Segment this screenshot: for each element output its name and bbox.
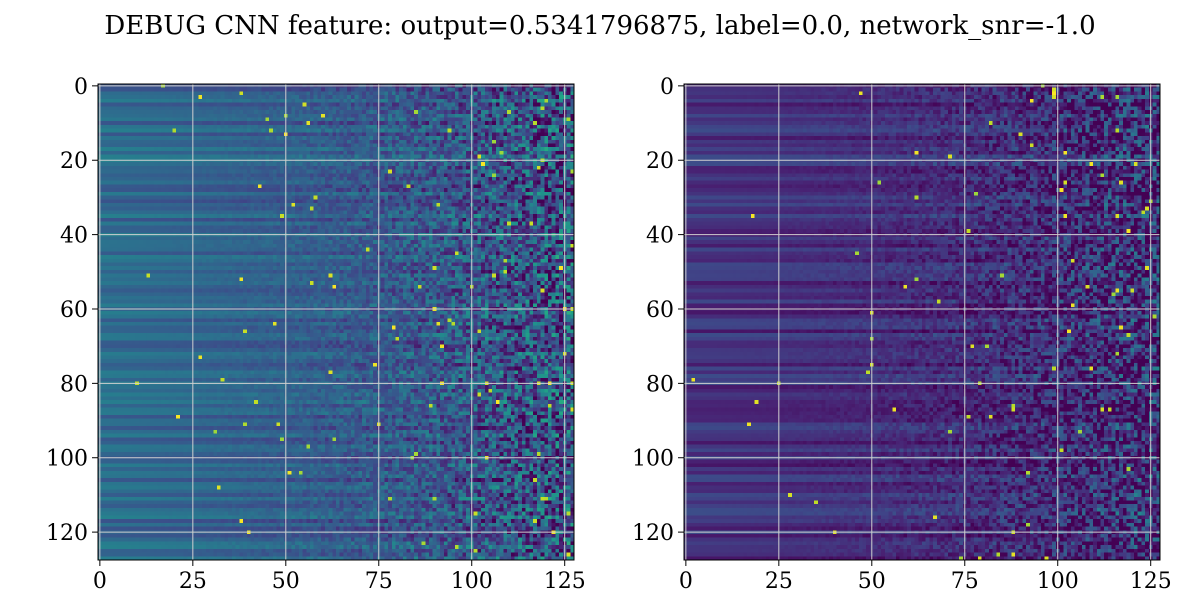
x-tick-label: 125 <box>544 569 586 594</box>
y-tick-label: 120 <box>46 521 88 546</box>
y-tick-label: 40 <box>60 224 88 249</box>
y-tick-label: 60 <box>646 298 674 323</box>
y-tick-label: 100 <box>632 447 674 472</box>
x-tick-label: 75 <box>951 569 979 594</box>
y-tick-label: 120 <box>632 521 674 546</box>
y-tick-label: 100 <box>46 447 88 472</box>
y-tick-label: 80 <box>646 372 674 397</box>
x-tick-label: 0 <box>93 569 107 594</box>
x-tick-label: 100 <box>1037 569 1079 594</box>
y-tick-label: 0 <box>74 75 88 100</box>
heatmap-panel-left: 0 25 50 75 100 125 0 20 40 60 80 100 120 <box>46 75 586 594</box>
x-tick-label: 75 <box>365 569 393 594</box>
x-tick-label: 50 <box>858 569 886 594</box>
axes-frame <box>683 83 1161 561</box>
heatmap-image <box>684 84 1160 560</box>
heatmap-image <box>98 84 574 560</box>
y-tick-label: 20 <box>60 149 88 174</box>
y-tick-label: 0 <box>660 75 674 100</box>
figure-title: DEBUG CNN feature: output=0.5341796875, … <box>104 11 1095 41</box>
y-tick-label: 60 <box>60 298 88 323</box>
x-tick-label: 25 <box>765 569 793 594</box>
x-tick-label: 100 <box>451 569 493 594</box>
y-tick-label: 40 <box>646 224 674 249</box>
y-tick-label: 80 <box>60 372 88 397</box>
x-tick-label: 0 <box>679 569 693 594</box>
x-tick-label: 25 <box>179 569 207 594</box>
x-tick-label: 50 <box>272 569 300 594</box>
x-tick-label: 125 <box>1130 569 1172 594</box>
axes-frame <box>97 83 575 561</box>
y-tick-label: 20 <box>646 149 674 174</box>
heatmap-panel-right: 0 25 50 75 100 125 0 20 40 60 80 100 120 <box>632 75 1172 594</box>
